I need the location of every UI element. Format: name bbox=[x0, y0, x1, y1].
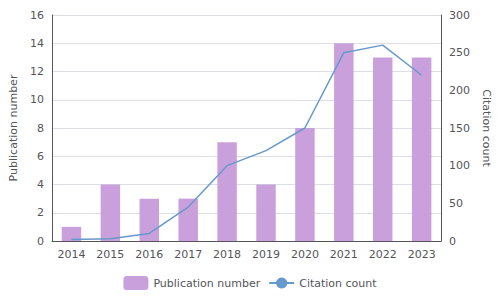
svg-text:4: 4 bbox=[37, 178, 44, 191]
svg-text:6: 6 bbox=[37, 150, 44, 163]
svg-text:300: 300 bbox=[449, 9, 470, 22]
svg-text:2022: 2022 bbox=[369, 248, 397, 261]
svg-text:250: 250 bbox=[449, 46, 470, 59]
svg-text:2021: 2021 bbox=[330, 248, 358, 261]
svg-text:2015: 2015 bbox=[96, 248, 124, 261]
svg-text:2014: 2014 bbox=[57, 248, 85, 261]
svg-text:2020: 2020 bbox=[291, 248, 319, 261]
svg-text:0: 0 bbox=[37, 235, 44, 248]
svg-text:Citation count: Citation count bbox=[299, 277, 377, 290]
svg-text:2019: 2019 bbox=[252, 248, 280, 261]
svg-text:50: 50 bbox=[449, 197, 463, 210]
svg-text:Citation count: Citation count bbox=[480, 89, 493, 167]
svg-text:14: 14 bbox=[30, 37, 44, 50]
svg-text:2018: 2018 bbox=[213, 248, 241, 261]
svg-text:8: 8 bbox=[37, 122, 44, 135]
svg-text:2017: 2017 bbox=[174, 248, 202, 261]
svg-text:2016: 2016 bbox=[135, 248, 163, 261]
svg-text:2: 2 bbox=[37, 206, 44, 219]
svg-text:100: 100 bbox=[449, 159, 470, 172]
svg-text:2023: 2023 bbox=[408, 248, 436, 261]
svg-text:Publication number: Publication number bbox=[153, 277, 260, 290]
svg-text:16: 16 bbox=[30, 9, 44, 22]
svg-text:0: 0 bbox=[449, 235, 456, 248]
svg-text:150: 150 bbox=[449, 122, 470, 135]
svg-text:200: 200 bbox=[449, 84, 470, 97]
svg-text:Publication number: Publication number bbox=[7, 74, 20, 181]
svg-text:12: 12 bbox=[30, 65, 44, 78]
svg-text:10: 10 bbox=[30, 93, 44, 106]
